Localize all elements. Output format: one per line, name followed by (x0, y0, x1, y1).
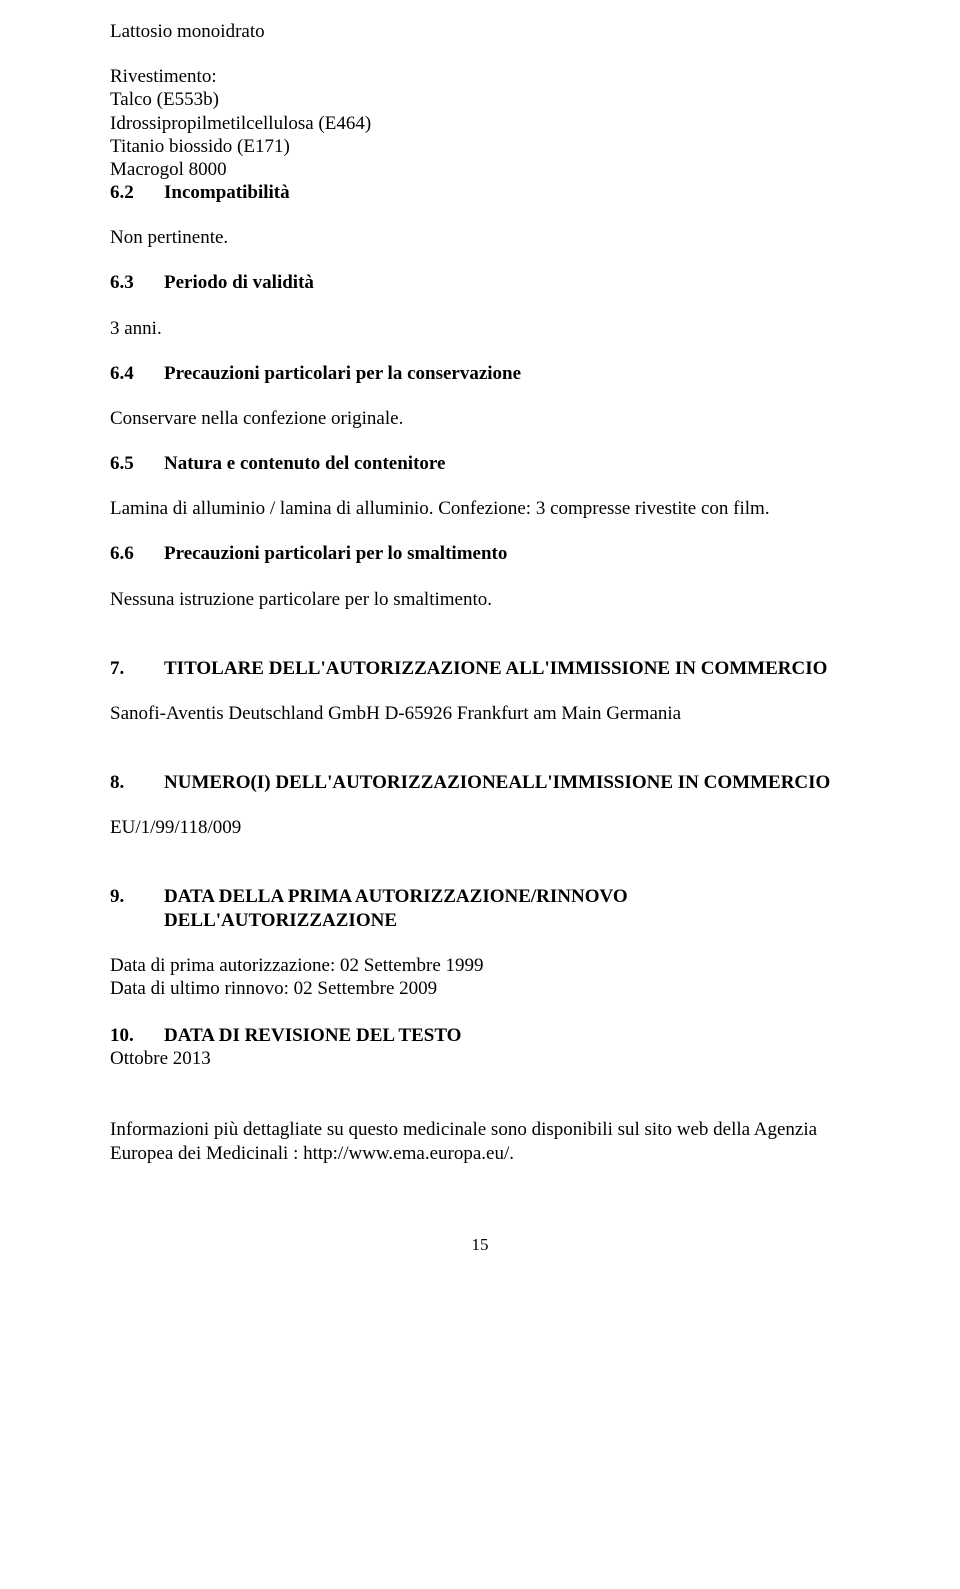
page-number: 15 (110, 1235, 850, 1256)
section-heading-6-6: 6.6 Precauzioni particolari per lo smalt… (110, 542, 850, 565)
section-title: TITOLARE DELL'AUTORIZZAZIONE ALL'IMMISSI… (164, 657, 827, 680)
section-number: 10. (110, 1024, 164, 1047)
section-number: 6.2 (110, 181, 164, 204)
section-number: 6.4 (110, 362, 164, 385)
section-body: Data di prima autorizzazione: 02 Settemb… (110, 954, 850, 1000)
section-body: Conservare nella confezione originale. (110, 407, 850, 430)
section-title: NUMERO(I) DELL'AUTORIZZAZIONEALL'IMMISSI… (164, 771, 830, 794)
section-number: 7. (110, 657, 164, 680)
section-number: 6.3 (110, 271, 164, 294)
section-heading-10: 10.DATA DI REVISIONE DEL TESTO (110, 1024, 850, 1047)
section-body: Ottobre 2013 (110, 1047, 850, 1070)
rivestimento-item: Idrossipropilmetilcellulosa (E464) (110, 112, 850, 135)
section-title: DATA DI REVISIONE DEL TESTO (164, 1025, 461, 1046)
section-heading-8: 8. NUMERO(I) DELL'AUTORIZZAZIONEALL'IMMI… (110, 771, 850, 794)
section-title: Incompatibilità (164, 181, 290, 204)
section-number: 6.5 (110, 452, 164, 475)
body-line: Data di prima autorizzazione: 02 Settemb… (110, 954, 850, 977)
section-title: Precauzioni particolari per la conservaz… (164, 362, 521, 385)
rivestimento-block: Rivestimento: Talco (E553b) Idrossipropi… (110, 65, 850, 181)
section-title: DATA DELLA PRIMA AUTORIZZAZIONE/RINNOVO … (164, 885, 850, 931)
rivestimento-item: Talco (E553b) (110, 88, 850, 111)
section-body: Nessuna istruzione particolare per lo sm… (110, 588, 850, 611)
section-body: Non pertinente. (110, 226, 850, 249)
section-heading-6-5: 6.5 Natura e contenuto del contenitore (110, 452, 850, 475)
intro-line: Lattosio monoidrato (110, 20, 850, 43)
section-title: Precauzioni particolari per lo smaltimen… (164, 542, 507, 565)
section-body: Lamina di alluminio / lamina di allumini… (110, 497, 850, 520)
section-number: 9. (110, 885, 164, 931)
section-body: EU/1/99/118/009 (110, 816, 850, 839)
document-page: Lattosio monoidrato Rivestimento: Talco … (0, 0, 960, 1296)
section-body: 3 anni. (110, 317, 850, 340)
section-10-block: 10.DATA DI REVISIONE DEL TESTO Ottobre 2… (110, 1024, 850, 1070)
rivestimento-title: Rivestimento: (110, 65, 850, 88)
section-heading-6-3: 6.3 Periodo di validità (110, 271, 850, 294)
section-title: Periodo di validità (164, 271, 314, 294)
closing-text: Informazioni più dettagliate su questo m… (110, 1118, 850, 1164)
section-heading-7: 7. TITOLARE DELL'AUTORIZZAZIONE ALL'IMMI… (110, 657, 850, 680)
section-number: 6.6 (110, 542, 164, 565)
section-title: Natura e contenuto del contenitore (164, 452, 445, 475)
section-heading-9: 9. DATA DELLA PRIMA AUTORIZZAZIONE/RINNO… (110, 885, 850, 931)
section-heading-6-4: 6.4 Precauzioni particolari per la conse… (110, 362, 850, 385)
rivestimento-item: Titanio biossido (E171) (110, 135, 850, 158)
section-body: Sanofi-Aventis Deutschland GmbH D-65926 … (110, 702, 850, 725)
rivestimento-item: Macrogol 8000 (110, 158, 850, 181)
body-line: Data di ultimo rinnovo: 02 Settembre 200… (110, 977, 850, 1000)
section-number: 8. (110, 771, 164, 794)
section-heading-6-2: 6.2 Incompatibilità (110, 181, 850, 204)
